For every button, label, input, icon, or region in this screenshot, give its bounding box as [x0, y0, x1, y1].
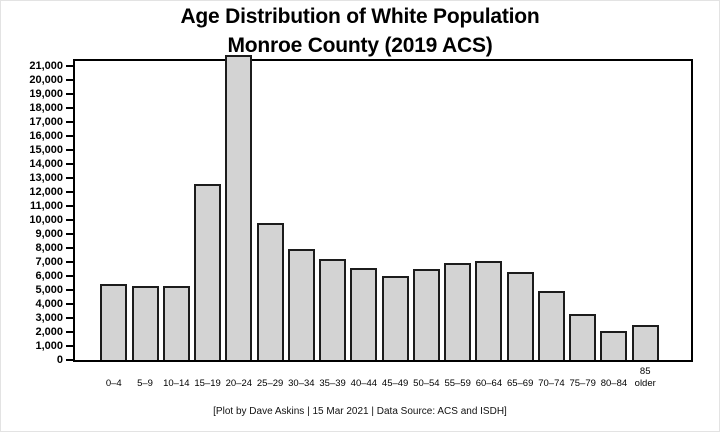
- bars-container: [75, 54, 691, 360]
- x-tick-label: 80–84: [600, 377, 628, 389]
- bar-55-59: [444, 263, 472, 360]
- y-tick-label: 17,000: [29, 116, 63, 128]
- bar-85-older: [631, 325, 659, 360]
- bar-20-24: [225, 54, 253, 360]
- bar-45-49: [381, 276, 409, 360]
- y-tick-label: 10,000: [29, 214, 63, 226]
- y-tick-label: 3,000: [35, 312, 63, 324]
- y-tick-label: 15,000: [29, 144, 63, 156]
- x-tick-label: 30–34: [288, 377, 315, 389]
- chart-title-line1: Age Distribution of White Population: [180, 5, 540, 28]
- y-tick-label: 18,000: [29, 102, 63, 114]
- y-tick: [66, 79, 73, 81]
- footer-caption: [Plot by Dave Askins | 15 Mar 2021 | Dat…: [213, 406, 507, 417]
- y-tick: [66, 205, 73, 207]
- x-tick-label: 70–74: [538, 377, 565, 389]
- y-tick-label: 5,000: [35, 284, 63, 296]
- bar-40-44: [350, 267, 378, 360]
- bar-70-74: [537, 291, 565, 360]
- y-tick-label: 0: [56, 354, 63, 366]
- y-tick: [66, 65, 73, 67]
- y-tick: [66, 135, 73, 137]
- y-tick-label: 4,000: [35, 298, 63, 310]
- bar-0-4: [100, 284, 128, 360]
- bar-5-9: [131, 285, 159, 360]
- y-tick: [66, 247, 73, 249]
- y-tick-label: 21,000: [29, 60, 63, 72]
- bar-25-29: [256, 222, 284, 360]
- bar-15-19: [194, 183, 222, 360]
- chart-title-line2: Monroe County (2019 ACS): [227, 34, 493, 57]
- y-tick-label: 6,000: [35, 270, 63, 282]
- x-tick-label: 40–44: [350, 377, 378, 389]
- x-tick-label: 85 older: [634, 366, 656, 389]
- y-tick-label: 14,000: [29, 158, 63, 170]
- y-tick: [66, 275, 73, 277]
- x-tick-label: 60–64: [475, 377, 503, 389]
- y-tick-label: 20,000: [29, 74, 63, 86]
- y-tick: [66, 219, 73, 221]
- bar-50-54: [412, 269, 440, 360]
- bar-10-14: [162, 285, 190, 360]
- x-tick-label: 75–79: [569, 377, 596, 389]
- x-tick-label: 65–69: [506, 377, 534, 389]
- y-tick: [66, 149, 73, 151]
- bar-75-79: [569, 313, 597, 360]
- y-tick: [66, 359, 73, 361]
- x-tick-label: 25–29: [256, 377, 284, 389]
- y-tick: [66, 93, 73, 95]
- x-tick-label: 45–49: [381, 377, 409, 389]
- y-tick-label: 16,000: [29, 130, 63, 142]
- y-tick-label: 12,000: [29, 186, 63, 198]
- y-tick: [66, 121, 73, 123]
- y-tick: [66, 163, 73, 165]
- y-tick-label: 13,000: [29, 172, 63, 184]
- bar-60-64: [475, 260, 503, 360]
- x-tick-label: 35–39: [319, 377, 346, 389]
- y-tick-label: 2,000: [35, 326, 63, 338]
- y-tick-label: 19,000: [29, 88, 63, 100]
- y-axis-ticks: [66, 61, 691, 361]
- y-tick: [66, 107, 73, 109]
- y-tick: [66, 177, 73, 179]
- y-tick-label: 8,000: [35, 242, 63, 254]
- bar-80-84: [600, 330, 628, 360]
- x-tick-label: 20–24: [225, 377, 253, 389]
- y-tick: [66, 345, 73, 347]
- y-tick-label: 1,000: [35, 340, 63, 352]
- y-tick: [66, 317, 73, 319]
- plot-area: [66, 54, 693, 362]
- x-tick-label: 15–19: [194, 377, 221, 389]
- bar-35-39: [319, 259, 347, 360]
- y-tick: [66, 191, 73, 193]
- chart-title: Age Distribution of White Population Mon…: [1, 2, 719, 60]
- bar-65-69: [506, 271, 534, 360]
- y-tick-label: 9,000: [35, 228, 63, 240]
- y-tick: [66, 261, 73, 263]
- y-tick-label: 11,000: [29, 200, 63, 212]
- x-tick-label: 0–4: [105, 377, 122, 389]
- x-tick-label: 10–14: [163, 377, 190, 389]
- y-tick: [66, 289, 73, 291]
- y-tick: [66, 331, 73, 333]
- x-tick-label: 55–59: [444, 377, 471, 389]
- x-axis-labels: 0–4 5–9 10–14 15–19 20–24 25–29 30–34 35–39 40–4…: [75, 362, 691, 392]
- x-tick-label: 50–54: [413, 377, 440, 389]
- y-tick: [66, 303, 73, 305]
- y-tick-label: 7,000: [35, 256, 63, 268]
- y-tick: [66, 233, 73, 235]
- x-tick-label: 5–9: [137, 377, 153, 389]
- y-axis-labels: 0 1,000 2,000 3,000 4,000 5,000 6,000 7,000 8,00…: [1, 59, 63, 366]
- bar-30-34: [287, 249, 315, 360]
